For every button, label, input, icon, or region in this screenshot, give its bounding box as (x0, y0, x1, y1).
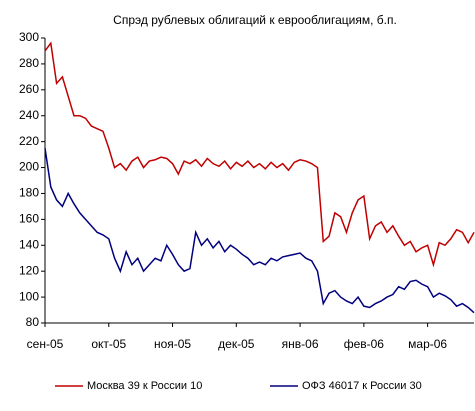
line (44, 147, 475, 314)
y-tick-label: 220 (19, 134, 39, 148)
y-tick-label: 160 (19, 212, 39, 226)
x-tick-label: ноя-05 (154, 337, 191, 351)
y-tick-label: 120 (19, 263, 39, 277)
y-tick-label: 200 (19, 160, 39, 174)
y-tick-label: 80 (26, 315, 40, 329)
x-tick-label: янв-06 (282, 337, 319, 351)
x-tick-label: фев-06 (344, 337, 385, 351)
legend-label: ОФЗ 46017 к России 30 (302, 380, 422, 392)
y-tick-label: 240 (19, 108, 39, 122)
x-tick-label: сен-05 (27, 337, 64, 351)
x-tick-label: мар-06 (408, 337, 447, 351)
y-tick-label: 100 (19, 289, 39, 303)
line (44, 41, 475, 268)
y-tick-label: 280 (19, 56, 39, 70)
y-tick-label: 300 (19, 30, 39, 44)
y-tick-label: 140 (19, 237, 39, 251)
y-tick-label: 260 (19, 82, 39, 96)
legend-label: Москва 39 к России 10 (87, 380, 202, 392)
x-tick-label: окт-05 (91, 337, 126, 351)
y-tick-label: 180 (19, 186, 39, 200)
x-tick-label: дек-05 (218, 337, 255, 351)
chart-title: Спрэд рублевых облигаций к еврооблигация… (113, 13, 397, 27)
